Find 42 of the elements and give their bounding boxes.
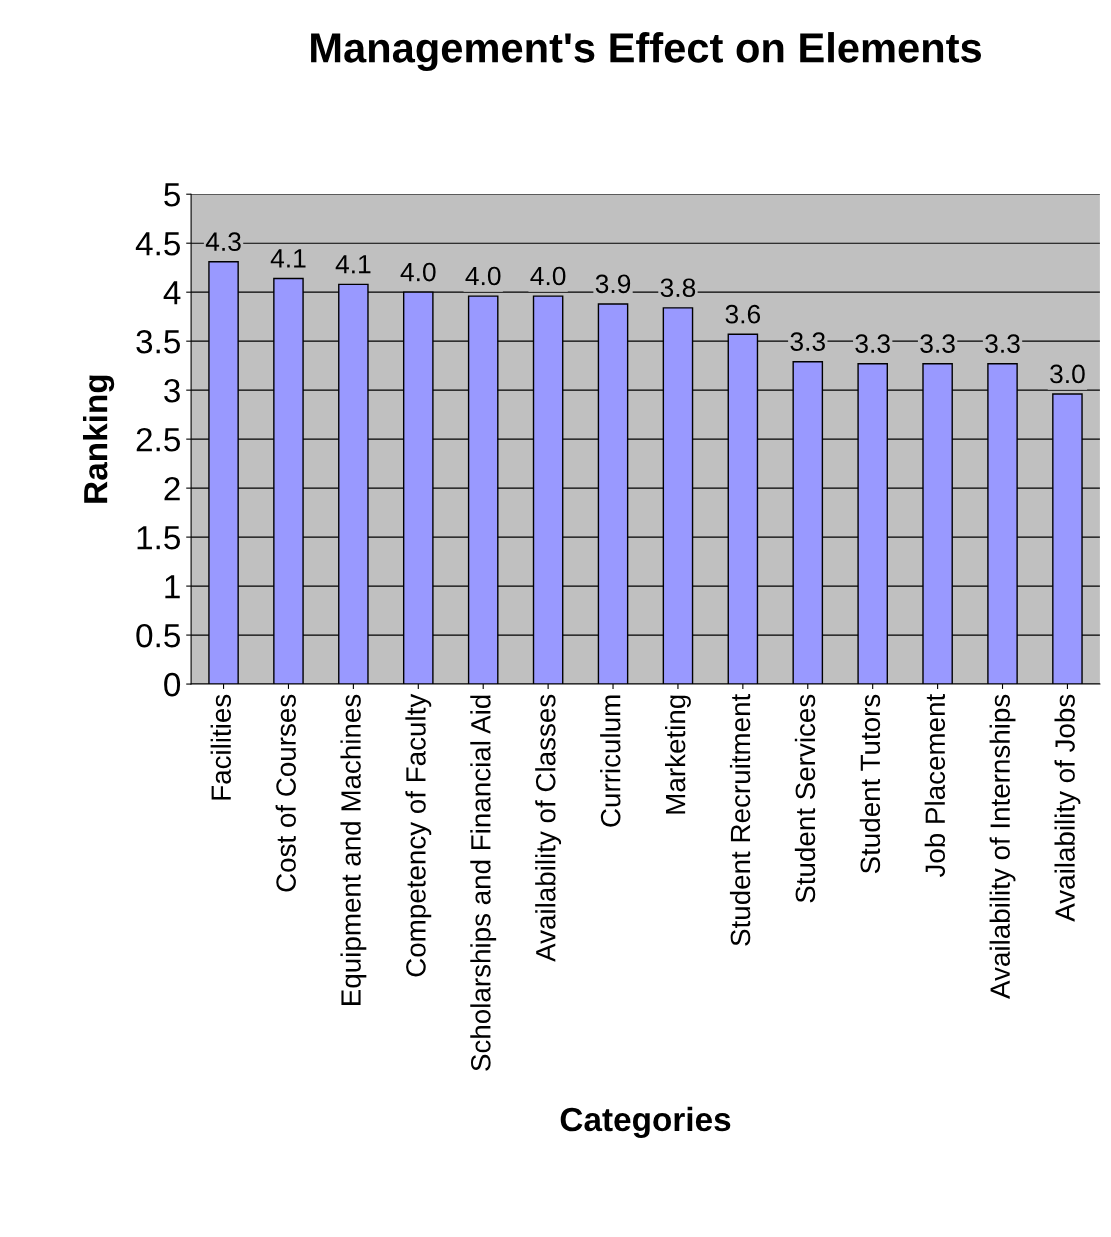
data-label: 4.3 (205, 232, 241, 252)
y-tick-label: 4 (163, 281, 181, 305)
x-tick-label: Availability of Classes (535, 694, 562, 962)
x-tick-label: Availability of Internships (989, 694, 1016, 999)
data-label: 3.3 (790, 332, 825, 351)
y-tick-label: 0 (164, 672, 181, 697)
data-label: 3.8 (660, 278, 696, 298)
data-label: 3.3 (855, 334, 890, 353)
x-tick-label: Student Recruitment (729, 693, 751, 946)
y-axis-title: Ranking (82, 375, 115, 503)
data-label: 3.3 (985, 334, 1020, 353)
y-tick-label: 2.5 (136, 427, 180, 452)
x-tick-label: Availability of Jobs (1054, 694, 1081, 922)
data-label: 3.3 (920, 334, 955, 353)
data-label: 4.1 (270, 249, 306, 268)
y-tick-label: 1.5 (137, 526, 180, 550)
x-tick-label: Student Tutors (859, 694, 881, 874)
chart-title: Management's Effect on Elements (311, 32, 982, 72)
x-tick-label: Cost of Courses (275, 694, 296, 892)
data-label: 4.0 (400, 262, 436, 282)
data-label: 4.0 (465, 266, 501, 286)
data-label: 3.0 (1050, 364, 1085, 384)
y-tick-label: 2 (164, 476, 180, 501)
x-tick-label: Equipment and Machines (340, 694, 367, 1005)
data-label: 3.6 (725, 304, 761, 324)
x-tick-label: Competency of Faculty (405, 693, 432, 977)
x-tick-label: Curriculum (600, 695, 621, 827)
y-tick-label: 3.5 (136, 329, 180, 354)
y-tick-label: 0.5 (136, 623, 180, 648)
x-tick-label: Facilities (210, 694, 232, 800)
x-axis-title: Categories (560, 1106, 731, 1139)
y-tick-label: 1 (165, 575, 180, 599)
x-tick-label: Scholarships and Financial Aid (470, 695, 497, 1071)
y-tick-label: 3 (164, 378, 180, 403)
y-tick-label: 4.5 (135, 232, 180, 256)
x-tick-label: Job Placement (924, 693, 946, 878)
data-label: 3.9 (595, 274, 631, 294)
data-label: 4.1 (335, 255, 371, 274)
x-tick-label: Student Services (794, 694, 816, 903)
x-tick-label: Marketing (665, 695, 691, 814)
data-label: 4.0 (530, 266, 566, 286)
y-tick-label: 5 (164, 183, 180, 207)
